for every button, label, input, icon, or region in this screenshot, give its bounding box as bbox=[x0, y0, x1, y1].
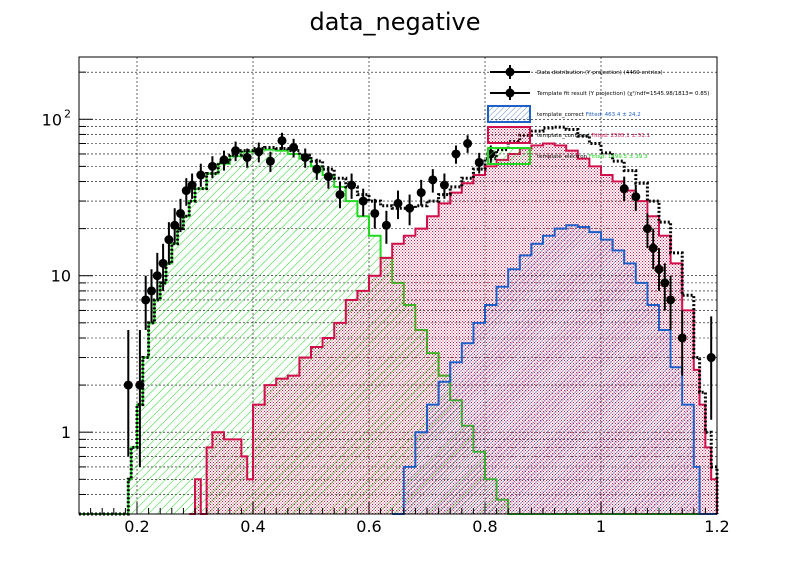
data-point bbox=[219, 155, 229, 165]
data-point bbox=[439, 180, 449, 190]
data-point bbox=[347, 180, 357, 190]
legend-label: template_confused Fitted: 2505.1 ± 51.1 bbox=[537, 133, 650, 139]
legend: Data distribution (Y projection) (4469 e… bbox=[487, 65, 709, 165]
y-tick-exponent: 2 bbox=[64, 107, 71, 120]
data-point bbox=[135, 380, 145, 390]
data-point bbox=[666, 295, 676, 305]
x-tick-label: 1.2 bbox=[704, 517, 729, 536]
data-point bbox=[181, 186, 191, 196]
data-point bbox=[451, 149, 461, 159]
legend-marker-dot bbox=[505, 88, 515, 98]
x-tick-label: 0.4 bbox=[240, 517, 265, 536]
data-point bbox=[312, 164, 322, 174]
data-point bbox=[393, 198, 403, 208]
data-point bbox=[416, 188, 426, 198]
data-point bbox=[147, 286, 156, 296]
data-point bbox=[176, 208, 185, 218]
chart-title: data_negative bbox=[309, 8, 480, 36]
fit-result-line bbox=[79, 125, 719, 516]
data-point bbox=[254, 147, 264, 157]
template-histograms bbox=[79, 142, 718, 515]
data-point bbox=[405, 203, 415, 213]
y-tick-label: 10 bbox=[42, 110, 62, 129]
legend-swatch bbox=[487, 105, 531, 123]
hist-line-template_correct bbox=[392, 224, 717, 515]
x-tick-label: 0.2 bbox=[124, 517, 149, 536]
data-point bbox=[196, 170, 206, 180]
x-tick-label: 0.8 bbox=[472, 517, 497, 536]
data-point bbox=[265, 156, 275, 166]
x-tick-label: 1 bbox=[596, 517, 606, 536]
data-point bbox=[170, 220, 180, 230]
data-point bbox=[428, 175, 438, 185]
legend-label: template_electron Fitted: 1499.5 ± 39.3 bbox=[537, 154, 648, 160]
data-point bbox=[654, 264, 664, 274]
data-point bbox=[619, 184, 629, 194]
hist-fill-template_correct bbox=[392, 225, 717, 514]
data-point bbox=[231, 146, 241, 156]
data-point bbox=[642, 224, 652, 234]
y-tick-label: 1 bbox=[61, 423, 71, 442]
legend-fitted-value: Fitted: 2505.1 ± 51.1 bbox=[590, 133, 650, 139]
legend-marker-dot bbox=[505, 67, 515, 77]
plot-frame bbox=[78, 56, 718, 515]
legend-fitted-value: Fitted: 463.4 ± 24.2 bbox=[584, 112, 641, 118]
data-point bbox=[358, 196, 368, 206]
fit-result-step bbox=[79, 125, 719, 516]
data-point bbox=[677, 333, 687, 343]
data-point bbox=[152, 271, 162, 281]
data-point bbox=[207, 161, 217, 171]
x-tick-label: 0.6 bbox=[356, 517, 381, 536]
legend-label: template_correct Fitted: 463.4 ± 24.2 bbox=[537, 112, 641, 118]
data-point bbox=[141, 295, 151, 305]
data-point bbox=[277, 136, 287, 146]
data-point bbox=[370, 208, 380, 218]
data-point bbox=[187, 180, 197, 190]
data-point bbox=[474, 157, 484, 167]
data-point bbox=[323, 172, 333, 182]
y-tick-label: 10 bbox=[51, 267, 71, 286]
legend-swatch bbox=[487, 126, 531, 144]
legend-fitted-value: Fitted: 1499.5 ± 39.3 bbox=[587, 154, 648, 160]
data-point bbox=[648, 243, 658, 253]
legend-label: Data distribution (Y projection) (4469 e… bbox=[537, 70, 663, 76]
data-point bbox=[164, 235, 174, 245]
data-point bbox=[631, 192, 641, 202]
data-point bbox=[123, 380, 133, 390]
data-point bbox=[289, 142, 299, 152]
legend-label: Template fit result (Y projection) (χ²/n… bbox=[536, 90, 709, 97]
data-point bbox=[463, 138, 473, 148]
data-point bbox=[158, 258, 168, 268]
data-point bbox=[706, 353, 716, 363]
data-point bbox=[381, 220, 391, 230]
data-point bbox=[300, 152, 310, 162]
legend-swatch bbox=[487, 147, 531, 165]
hist-line-template_confused bbox=[189, 142, 718, 515]
data-point bbox=[242, 152, 252, 162]
data-point bbox=[660, 278, 670, 288]
data-point bbox=[335, 190, 345, 200]
